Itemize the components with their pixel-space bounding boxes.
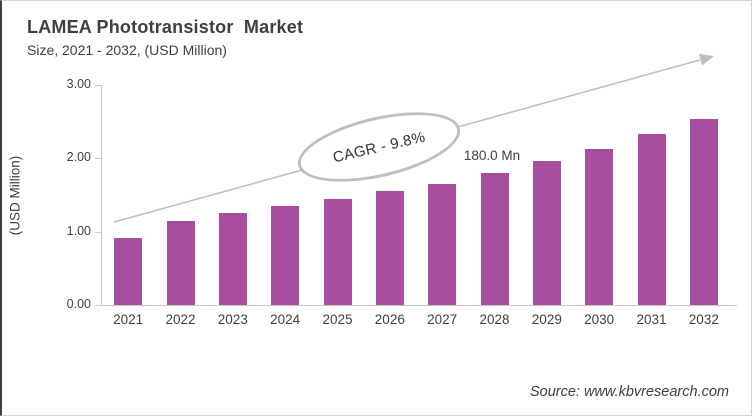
x-tick-2025: 2025 — [322, 312, 353, 327]
bar-2021 — [114, 238, 143, 305]
x-tick-2032: 2032 — [688, 312, 719, 327]
bar-2028 — [480, 173, 509, 305]
x-tick-2031: 2031 — [636, 312, 667, 327]
bar-2022 — [166, 220, 195, 305]
y-tick-0.00: 0.00 — [66, 297, 91, 311]
y-tick-1.00: 1.00 — [66, 223, 91, 238]
bar-2026 — [375, 191, 404, 305]
x-tick-2026: 2026 — [374, 312, 405, 327]
x-tick-2021: 2021 — [113, 312, 144, 327]
y-tick-mark — [95, 158, 101, 160]
bar-2023 — [218, 212, 247, 305]
bar-2032 — [689, 118, 718, 305]
y-axis-title: (USD Million) — [7, 155, 23, 236]
x-tick-2023: 2023 — [217, 312, 248, 327]
x-tick-2030: 2030 — [584, 312, 615, 327]
source-credit: Source: www.kbvresearch.com — [529, 384, 729, 400]
bar-2024 — [271, 206, 300, 305]
cagr-label: CAGR - 9.8% — [331, 128, 427, 166]
y-tick-mark — [95, 85, 101, 86]
y-tick-mark — [95, 305, 101, 306]
bar-2030 — [585, 148, 614, 305]
x-tick-2024: 2024 — [270, 312, 301, 327]
value-annotation-2028: 180.0 Mn — [463, 148, 521, 163]
x-tick-2022: 2022 — [165, 312, 196, 327]
chart-title: LAMEA Phototransistor Market — [27, 17, 304, 37]
x-axis-line — [101, 305, 737, 306]
bar-2029 — [532, 161, 561, 305]
y-tick-2.00: 2.00 — [66, 150, 91, 165]
bar-2031 — [637, 134, 666, 305]
x-tick-2029: 2029 — [531, 312, 562, 327]
y-axis-line — [101, 85, 102, 306]
chart-subtitle: Size, 2021 - 2032, (USD Million) — [27, 42, 227, 58]
y-tick-3.00: 3.00 — [66, 77, 91, 91]
y-tick-mark — [95, 231, 101, 233]
x-tick-2028: 2028 — [479, 312, 510, 327]
bar-2027 — [428, 184, 457, 305]
x-tick-2027: 2027 — [427, 312, 458, 327]
bar-2025 — [323, 198, 352, 305]
